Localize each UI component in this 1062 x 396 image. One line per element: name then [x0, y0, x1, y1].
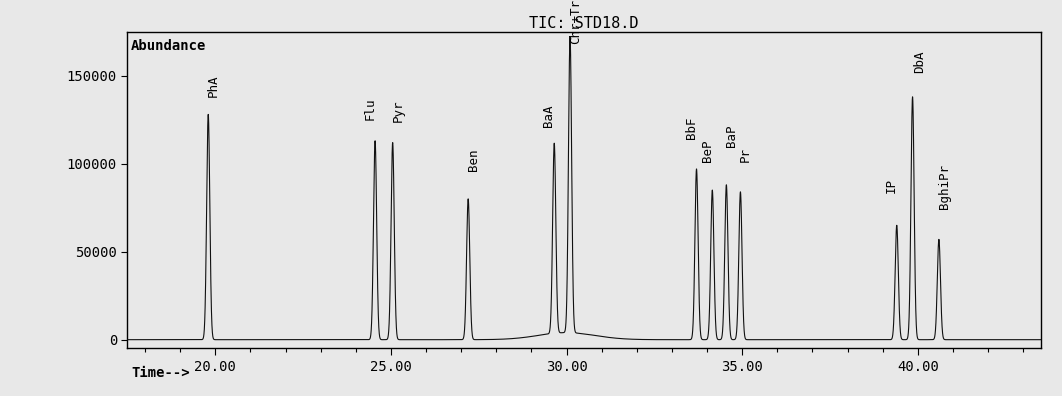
Title: TIC: STD18.D: TIC: STD18.D — [529, 15, 639, 30]
Text: Abundance: Abundance — [131, 39, 206, 53]
Text: BghiPr: BghiPr — [938, 164, 950, 209]
Text: BaA: BaA — [543, 104, 555, 127]
Text: PhA: PhA — [207, 74, 220, 97]
Text: DbA: DbA — [913, 50, 926, 73]
Text: IP: IP — [885, 178, 898, 193]
Text: BbF: BbF — [685, 117, 698, 139]
Text: Pr: Pr — [739, 147, 752, 162]
Text: Pyr: Pyr — [392, 99, 405, 122]
Text: Flu: Flu — [363, 98, 376, 120]
Text: Chr+Tri: Chr+Tri — [569, 0, 582, 44]
Text: BeP: BeP — [701, 139, 714, 162]
Text: Ben: Ben — [467, 148, 480, 171]
Text: Time-->: Time--> — [131, 366, 190, 380]
Text: BaP: BaP — [725, 125, 738, 147]
